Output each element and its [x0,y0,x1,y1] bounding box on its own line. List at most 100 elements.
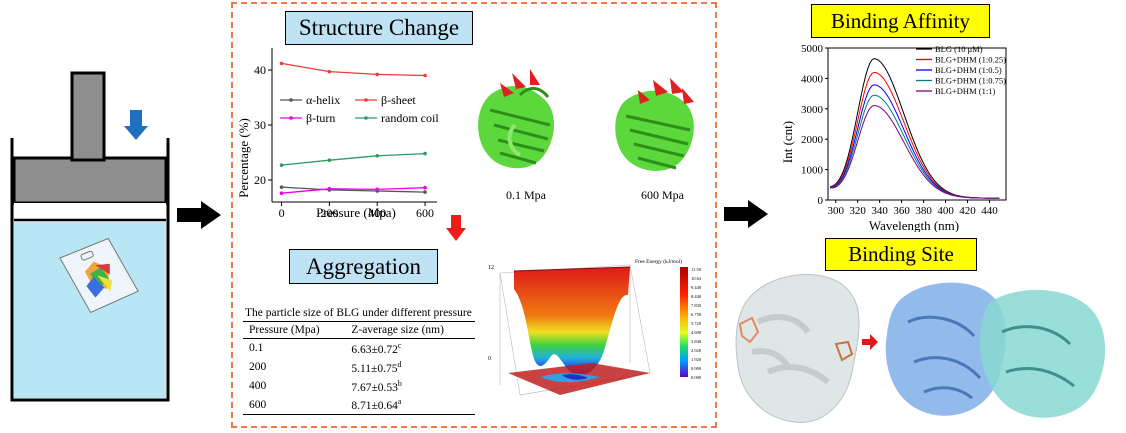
data-point [423,190,427,194]
table-row: 0.1 6.63±0.72c [243,339,475,358]
red-right-arrow-icon [862,334,878,350]
series-line [281,186,426,193]
y-tick-label: 20 [254,173,266,187]
y-tick-label: 4000 [801,73,824,85]
legend-tick-label: 4.690 [691,330,702,335]
x-tick-label: 440 [981,205,998,217]
legend-marker [289,116,293,120]
data-point [327,69,332,74]
legend-label: β-turn [306,111,335,125]
pressure-vessel-diagram [10,71,170,402]
right-arrow-icon [724,200,768,228]
legend-tick-label: 0.000 [691,375,702,380]
y-tick-label: 2000 [801,134,824,146]
table-header-row: Pressure (Mpa) Z-average size (nm) [243,322,475,339]
series-line [281,152,426,166]
legend-label: α-helix [306,93,340,107]
energy-legend-title: Free Energy (kJ/mol) [635,258,682,265]
legend-tick-label: 10.63 [691,276,702,281]
table-header-pressure: Pressure (Mpa) [249,324,320,336]
legend-tick-label: 11.50 [691,267,702,272]
protein-surface [735,274,860,423]
data-point [423,151,427,156]
table-cell-size: 8.71±0.64a [351,397,402,413]
legend-tick-label: 1.920 [691,357,702,362]
center-panel-border [231,2,717,428]
spectrum-line [830,104,1000,199]
series-line [281,62,426,77]
data-point [423,185,427,190]
data-point [279,61,284,66]
plot-frame [827,47,1007,201]
y-axis-label: 12 [488,265,494,271]
table-row: 400 7.67±0.53b [243,377,475,396]
vessel-outline [10,138,170,402]
data-point [279,163,284,167]
x-tick-label: 320 [849,205,866,217]
table-cell-pressure: 400 [249,380,267,393]
table-cell-size: 5.11±0.75d [351,359,402,375]
binding-site-title: Binding Site [825,238,977,271]
data-point [375,154,380,158]
particle-size-caption: The particle size of BLG under different… [245,307,472,319]
x-tick-label: 300 [827,205,844,217]
secondary-structure-chart: Percentage (%) Pressure (Mpa) 20 30 400 200… [236,48,439,220]
right-arrow-icon [177,201,221,229]
docking-surface-image [735,274,1106,423]
binding-affinity-title: Binding Affinity [811,4,990,38]
chart-ylabel: Percentage (%) [236,118,251,198]
data-point [327,158,332,162]
x-tick-label: 0 [279,206,285,220]
y-tick-label: 1000 [801,165,824,177]
data-point [375,187,380,192]
y-tick-label: 3000 [801,104,824,116]
x-tick-label: 420 [959,205,976,217]
legend-label: BLG+DHM (1:0.25) [935,55,1006,65]
chart-xlabel: Pressure (Mpa) [316,205,396,220]
table-cell-size: 7.67±0.53b [351,378,402,394]
energy-legend-ticks: 11.50 10.63 9.440 8.440 7.830 6.750 5.720 4.690… [691,267,702,380]
label-600mpa: 600 Mpa [641,188,684,202]
y-tick-label: 0 [818,195,824,207]
red-down-arrow-icon [446,215,466,241]
x-tick-label: 200 [320,206,338,220]
legend-tick-label: 3.840 [691,339,702,344]
chart-xlabel: Wavelength (nm) [869,218,959,232]
legend-marker [364,98,368,102]
x-tick-label: 340 [871,205,888,217]
data-point [423,73,427,78]
y-tick-label: 5000 [801,43,824,55]
table-header-size: Z-average size (nm) [351,324,444,336]
x-tick-label: 360 [893,205,910,217]
x-tick-label: 380 [915,205,932,217]
piston-seal [14,203,166,210]
table-row: 600 8.71±0.64a [243,395,475,414]
legend-tick-label: 2.920 [691,348,702,353]
table-row: 200 5.11±0.75d [243,358,475,377]
legend-label: BLG+DHM (1:0.75) [935,76,1006,86]
legend-tick-label: 6.750 [691,312,702,317]
table-cell-pressure: 200 [249,361,267,374]
table-cell-pressure: 0.1 [249,342,264,355]
series-line [281,187,426,194]
chart-ylabel: Int (cnt) [780,121,795,163]
legend-marker [289,98,293,102]
legend-tick-label: 9.440 [691,285,702,290]
label-0-1mpa: 0.1 Mpa [506,188,546,202]
legend-tick-label: 0.900 [691,366,702,371]
protein-structure-0-1mpa [478,69,555,169]
down-arrow-icon [124,110,148,140]
piston-rod [70,71,106,162]
x-tick-label: 400 [937,205,954,217]
x-tick-label: 400 [368,206,386,220]
legend-tick-label: 8.440 [691,294,702,299]
x-tick-label: 600 [416,206,434,220]
legend-label: BLG (10 μM) [935,44,983,54]
free-energy-landscape: 12 0 Free Energy (kJ/mol) 11.50 10.63 9.44… [488,258,702,396]
y-tick-label: 30 [254,118,266,132]
data-point [279,191,284,195]
legend-label: BLG+DHM (1:0.5) [935,65,1002,75]
data-point [375,72,380,77]
blue-protein-surface [885,282,1006,416]
ligand-icon [834,340,854,362]
